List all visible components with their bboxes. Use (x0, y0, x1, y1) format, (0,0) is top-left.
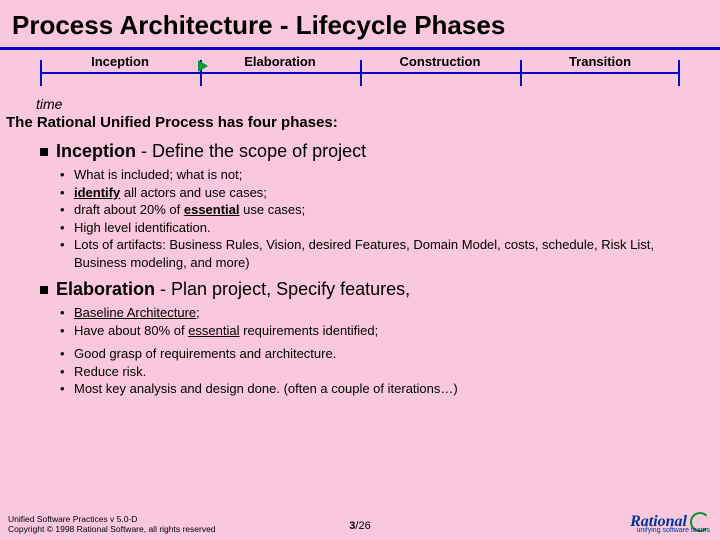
bullet-item: Reduce risk. (74, 363, 698, 381)
bullet-item: Good grasp of requirements and architect… (74, 345, 698, 363)
bullet-item: What is included; what is not; (74, 166, 698, 184)
bullet-list: Baseline Architecture;Have about 80% of … (74, 304, 698, 398)
bullet-list: What is included; what is not;identify a… (74, 166, 698, 271)
bullet-item: High level identification. (74, 219, 698, 237)
section-desc: - Define the scope of project (136, 141, 366, 161)
intro-text: The Rational Unified Process has four ph… (6, 114, 720, 131)
section-name: Elaboration (56, 279, 155, 299)
time-axis-label: time (36, 96, 720, 112)
section-heading: Elaboration - Plan project, Specify feat… (40, 279, 698, 300)
bullet-item: Lots of artifacts: Business Rules, Visio… (74, 236, 698, 271)
phase-elaboration: Elaboration (200, 54, 360, 69)
section-name: Inception (56, 141, 136, 161)
phase-inception: Inception (40, 54, 200, 69)
bullet-item: Most key analysis and design done. (ofte… (74, 380, 698, 398)
logo-subtitle: unifying software teams (636, 527, 710, 534)
phase-transition: Transition (520, 54, 680, 69)
bullet-item: draft about 20% of essential use cases; (74, 201, 698, 219)
page-number: 3/26 (349, 520, 370, 532)
phase-labels: Inception Elaboration Construction Trans… (40, 54, 680, 69)
square-bullet-icon (40, 148, 48, 156)
slide-title: Process Architecture - Lifecycle Phases (0, 0, 720, 50)
phase-construction: Construction (360, 54, 520, 69)
bullet-item: Baseline Architecture; (74, 304, 698, 322)
bullet-item: Have about 80% of essential requirements… (74, 322, 698, 340)
rational-logo: Rational unifying software teams (630, 512, 710, 532)
section-desc: - Plan project, Specify features, (155, 279, 410, 299)
square-bullet-icon (40, 286, 48, 294)
section-heading: Inception - Define the scope of project (40, 141, 698, 162)
timeline: Inception Elaboration Construction Trans… (40, 58, 680, 94)
content-area: Inception - Define the scope of project W… (0, 141, 720, 398)
page-total: /26 (355, 520, 370, 532)
bullet-item: identify all actors and use cases; (74, 184, 698, 202)
